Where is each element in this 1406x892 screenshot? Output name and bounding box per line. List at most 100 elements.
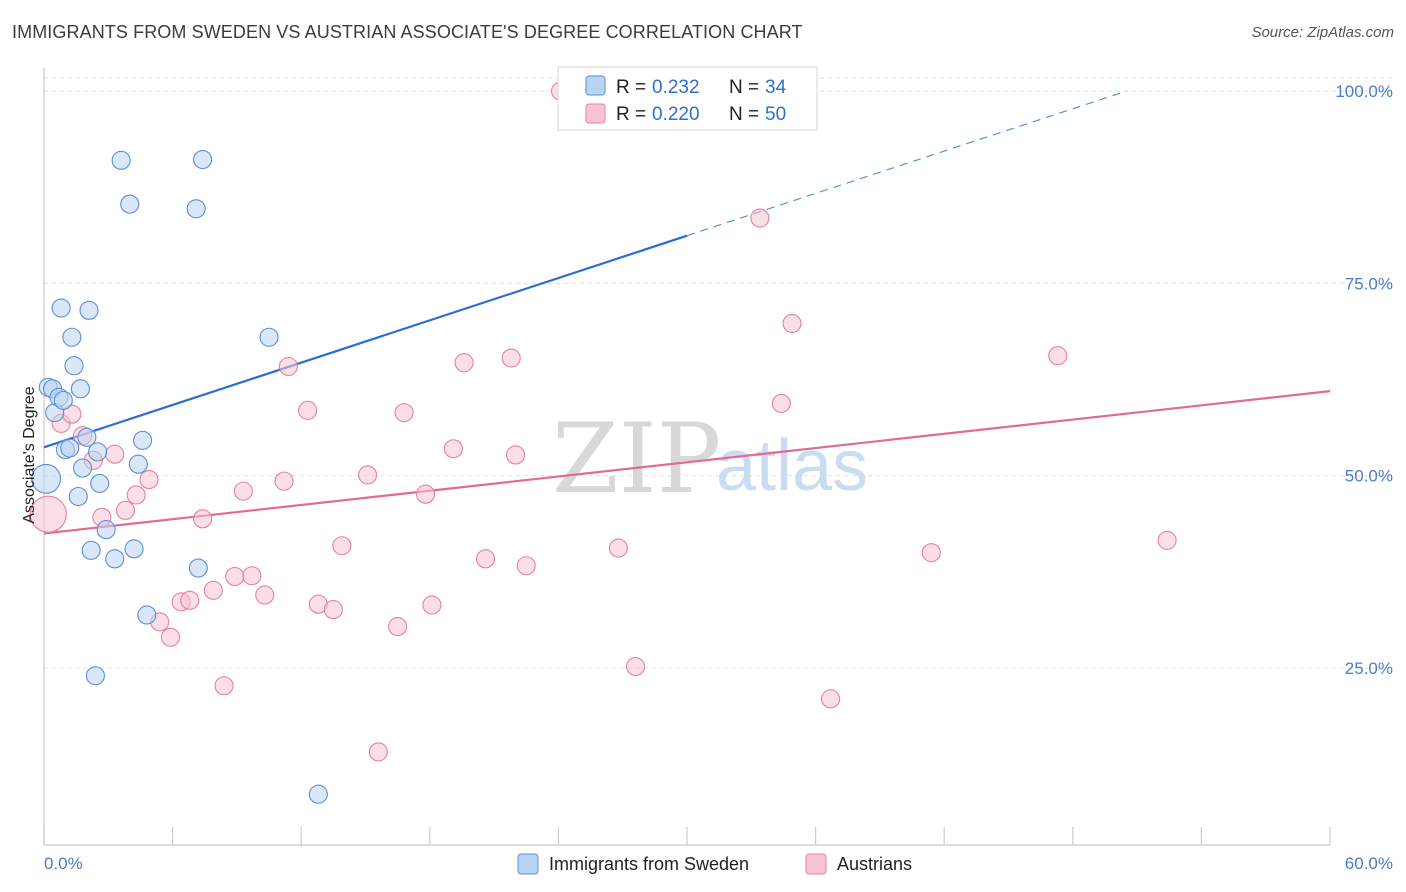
- series-legend: Immigrants from Sweden Austrians: [517, 853, 912, 875]
- point-austrians: [274, 471, 294, 491]
- point-sweden: [62, 327, 82, 347]
- legend-r-value-sweden: 0.232: [652, 77, 700, 98]
- point-sweden: [133, 430, 153, 450]
- series-legend-label-sweden: Immigrants from Sweden: [549, 854, 749, 874]
- series-legend-swatch-sweden: [517, 853, 539, 875]
- point-sweden: [193, 149, 213, 170]
- point-austrians: [126, 485, 146, 505]
- point-sweden: [124, 539, 144, 559]
- point-austrians: [358, 465, 378, 485]
- point-austrians: [821, 689, 841, 709]
- correlation-legend: R = 0.232 N = 34 R = 0.220 N = 50: [557, 66, 818, 131]
- x-tick-label-min: 0.0%: [44, 854, 83, 873]
- point-sweden: [137, 605, 157, 625]
- point-austrians: [771, 393, 791, 413]
- point-austrians: [475, 549, 496, 569]
- y-tick-label: 25.0%: [1345, 659, 1393, 678]
- chart-title: IMMIGRANTS FROM SWEDEN VS AUSTRIAN ASSOC…: [12, 22, 803, 42]
- point-sweden: [73, 458, 93, 478]
- legend-n-value-austrians: 50: [765, 104, 786, 125]
- point-austrians: [29, 495, 67, 533]
- point-austrians: [394, 403, 414, 423]
- series-legend-swatch-austrians: [805, 853, 827, 875]
- point-austrians: [214, 676, 234, 696]
- point-austrians: [193, 509, 213, 529]
- legend-n-label-sweden: N =: [729, 77, 759, 98]
- point-sweden: [70, 379, 90, 399]
- point-austrians: [388, 616, 408, 637]
- point-sweden: [60, 438, 80, 458]
- point-sweden: [79, 300, 99, 320]
- point-sweden: [81, 540, 101, 560]
- source-label: Source: ZipAtlas.com: [1251, 24, 1394, 41]
- point-austrians: [233, 481, 253, 501]
- y-tick-labels: 25.0% 50.0% 75.0% 100.0%: [1335, 82, 1393, 678]
- trend-line-sweden: [43, 234, 688, 449]
- point-austrians: [750, 208, 770, 228]
- point-sweden: [96, 520, 116, 540]
- series-legend-label-austrians: Austrians: [837, 854, 912, 874]
- point-sweden: [186, 199, 206, 219]
- point-austrians: [323, 600, 343, 620]
- point-austrians: [225, 566, 245, 587]
- point-sweden: [105, 549, 125, 569]
- point-austrians: [422, 595, 442, 615]
- legend-r-label-sweden: R =: [616, 77, 646, 98]
- data-points: [29, 81, 1177, 804]
- point-sweden: [53, 390, 73, 410]
- legend-n-value-sweden: 34: [765, 77, 787, 98]
- point-sweden: [120, 194, 140, 214]
- point-austrians: [298, 400, 318, 420]
- point-sweden: [51, 298, 71, 318]
- y-tick-label: 100.0%: [1335, 82, 1393, 101]
- point-sweden: [111, 150, 131, 170]
- point-austrians: [180, 590, 200, 610]
- point-sweden: [68, 486, 88, 507]
- point-sweden: [77, 427, 97, 447]
- watermark-zip: ZIP: [552, 403, 721, 515]
- x-tick-label-max: 60.0%: [1345, 854, 1393, 873]
- point-austrians: [278, 356, 298, 377]
- point-austrians: [203, 580, 223, 600]
- point-austrians: [501, 348, 521, 368]
- point-austrians: [160, 627, 181, 647]
- point-austrians: [505, 445, 526, 465]
- y-axis-label: Associate's Degree: [21, 386, 38, 523]
- point-austrians: [332, 536, 352, 556]
- point-austrians: [242, 566, 262, 586]
- point-sweden: [88, 442, 108, 462]
- point-sweden: [90, 473, 110, 493]
- point-sweden: [85, 666, 105, 686]
- point-austrians: [782, 313, 802, 333]
- point-austrians: [626, 656, 646, 677]
- trend-line-austrians: [43, 390, 1331, 535]
- legend-n-label-austrians: N =: [729, 104, 759, 125]
- legend-swatch-sweden: [585, 75, 606, 96]
- y-tick-label: 75.0%: [1345, 274, 1393, 293]
- point-austrians: [1157, 530, 1177, 550]
- point-austrians: [255, 585, 275, 605]
- point-austrians: [1048, 346, 1068, 366]
- point-austrians: [921, 543, 941, 563]
- point-sweden: [64, 356, 84, 376]
- point-sweden: [188, 558, 208, 578]
- point-austrians: [454, 353, 474, 373]
- point-austrians: [443, 439, 463, 459]
- point-sweden: [259, 327, 279, 347]
- point-austrians: [415, 484, 436, 504]
- point-austrians: [608, 538, 628, 558]
- point-austrians: [139, 470, 159, 490]
- point-austrians: [368, 742, 388, 762]
- axes: [43, 68, 1331, 846]
- point-austrians: [516, 556, 536, 576]
- point-sweden: [31, 463, 62, 494]
- point-sweden: [128, 454, 148, 474]
- point-sweden: [308, 784, 328, 804]
- legend-r-label-austrians: R =: [616, 104, 646, 125]
- watermark-atlas: atlas: [716, 426, 868, 506]
- y-tick-label: 50.0%: [1345, 467, 1393, 486]
- point-austrians: [105, 444, 125, 464]
- point-austrians: [115, 500, 135, 520]
- legend-r-value-austrians: 0.220: [652, 104, 700, 125]
